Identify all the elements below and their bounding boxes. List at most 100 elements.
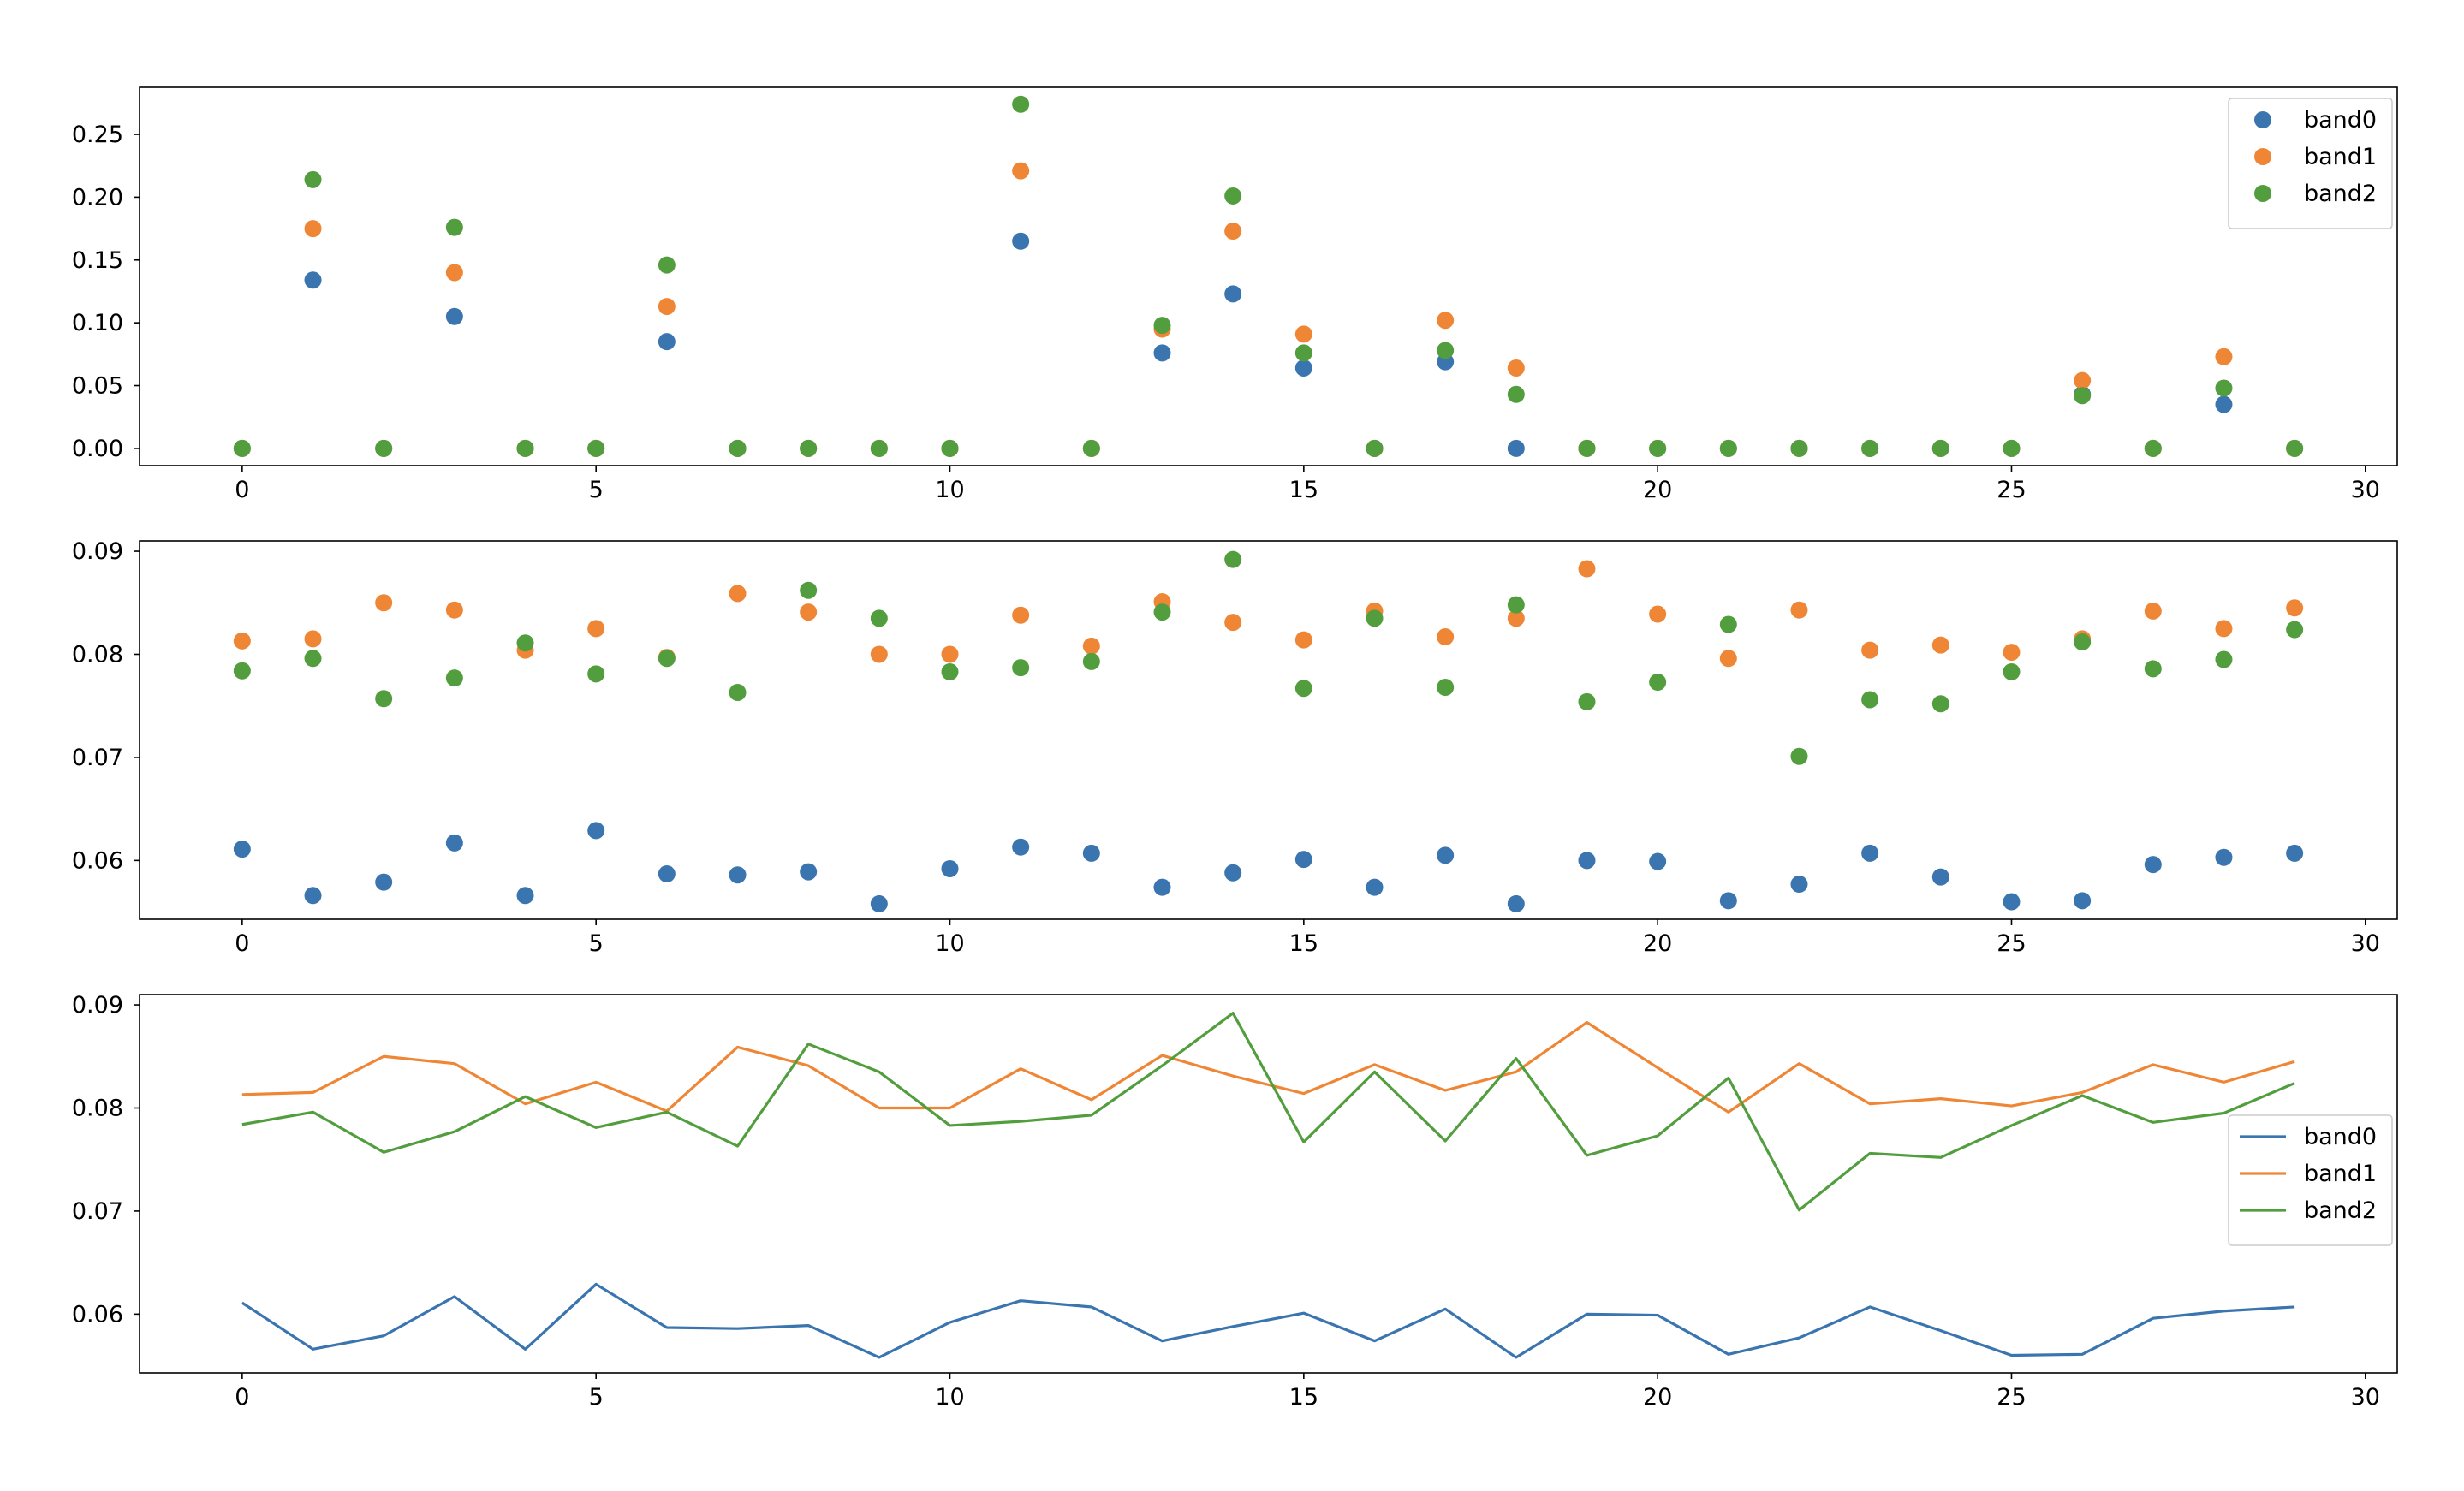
axes-frame [139, 540, 2398, 920]
data-point-band0-6 [658, 333, 676, 351]
data-point-band2-26 [2074, 633, 2092, 651]
data-point-band2-29 [2286, 621, 2304, 639]
data-point-band2-11 [1012, 95, 1030, 113]
data-point-band2-6 [658, 650, 676, 668]
data-point-band2-7 [729, 439, 747, 457]
data-point-band2-15 [1294, 344, 1312, 362]
x-tick-label: 30 [2351, 477, 2380, 503]
data-point-band2-18 [1507, 385, 1525, 403]
x-tick-label: 25 [1997, 930, 2026, 957]
data-point-band1-18 [1507, 359, 1525, 377]
data-point-band1-2 [375, 594, 393, 612]
data-point-band1-15 [1294, 325, 1312, 343]
data-point-band1-24 [1931, 636, 1949, 654]
axes-frame [139, 994, 2398, 1374]
scatter-panel-top: 0 5 10 15 20 25 30 0.00 0.05 0.10 0.15 0.20 0.25 band… [72, 86, 2398, 503]
data-point-band2-25 [2003, 662, 2021, 680]
data-point-band2-3 [445, 669, 463, 687]
x-tick-label: 25 [1997, 1384, 2026, 1411]
data-point-band1-6 [658, 298, 676, 316]
data-point-band0-27 [2144, 856, 2162, 874]
data-point-band1-11 [1012, 606, 1030, 624]
data-point-band1-10 [941, 645, 959, 663]
data-point-band2-27 [2144, 439, 2162, 457]
x-tick-label: 25 [1997, 477, 2026, 503]
legend: band0 band1 band2 [2228, 98, 2393, 229]
x-tick-label: 20 [1643, 477, 1672, 503]
legend-label-band0: band0 [2304, 107, 2377, 134]
data-point-band2-12 [1082, 439, 1100, 457]
legend-frame [2228, 1114, 2393, 1246]
x-tick-label: 0 [235, 930, 249, 957]
data-point-band1-0 [233, 632, 251, 650]
data-point-band0-29 [2286, 844, 2304, 862]
data-point-band2-5 [587, 439, 605, 457]
y-tick-label: 0.06 [72, 847, 123, 874]
data-point-band1-14 [1224, 223, 1242, 241]
data-point-band2-15 [1294, 680, 1312, 698]
data-point-band0-10 [941, 859, 959, 877]
y-tick-label: 0.08 [72, 1095, 123, 1121]
legend-label-band1: band1 [2304, 1161, 2377, 1187]
legend-label-band0: band0 [2304, 1124, 2377, 1150]
data-point-band2-19 [1578, 692, 1596, 710]
data-point-band0-6 [658, 865, 676, 883]
data-point-band2-21 [1719, 615, 1737, 633]
data-point-band2-2 [375, 439, 393, 457]
data-point-band0-20 [1649, 852, 1667, 870]
data-point-band0-16 [1366, 878, 1384, 896]
data-point-band0-21 [1719, 892, 1737, 910]
data-point-band1-1 [304, 220, 322, 238]
data-point-band2-1 [304, 170, 322, 188]
data-point-band2-17 [1437, 342, 1455, 359]
data-point-band0-28 [2215, 395, 2233, 413]
data-point-band1-12 [1082, 637, 1100, 655]
data-point-band2-16 [1366, 439, 1384, 457]
data-point-band2-2 [375, 690, 393, 708]
x-tick-label: 0 [235, 1384, 249, 1411]
y-tick-label: 0.10 [72, 310, 123, 336]
data-point-band2-24 [1931, 439, 1949, 457]
data-point-band0-3 [445, 834, 463, 852]
x-tick-label: 30 [2351, 1384, 2380, 1411]
y-tick-label: 0.07 [72, 745, 123, 771]
data-point-band2-23 [1861, 691, 1879, 709]
data-point-band2-5 [587, 665, 605, 683]
data-point-band2-28 [2215, 379, 2233, 397]
data-point-band2-19 [1578, 439, 1596, 457]
data-point-band2-29 [2286, 439, 2304, 457]
data-point-band1-17 [1437, 628, 1455, 646]
data-point-band1-17 [1437, 312, 1455, 330]
data-point-band1-27 [2144, 602, 2162, 620]
data-point-band2-26 [2074, 387, 2092, 405]
data-point-band0-19 [1578, 852, 1596, 870]
legend-label-band2: band2 [2304, 181, 2377, 207]
y-tick-label: 0.06 [72, 1301, 123, 1328]
x-tick-label: 15 [1289, 477, 1318, 503]
data-point-band0-5 [587, 822, 605, 840]
data-point-band0-15 [1294, 359, 1312, 377]
data-point-band1-1 [304, 630, 322, 648]
series-line-band0 [241, 1282, 2295, 1359]
data-point-band1-18 [1507, 609, 1525, 627]
x-tick-label: 15 [1289, 930, 1318, 957]
data-point-band0-14 [1224, 864, 1242, 882]
data-point-band0-28 [2215, 848, 2233, 866]
data-point-band2-8 [800, 439, 818, 457]
data-point-band2-18 [1507, 596, 1525, 614]
data-point-band0-14 [1224, 285, 1242, 303]
data-point-band2-4 [516, 634, 534, 652]
y-tick-label: 0.25 [72, 122, 123, 148]
data-point-band2-14 [1224, 550, 1242, 568]
data-point-band2-17 [1437, 679, 1455, 697]
data-point-band1-26 [2074, 371, 2092, 389]
data-point-band2-12 [1082, 652, 1100, 670]
data-point-band0-7 [729, 866, 747, 884]
data-point-band0-12 [1082, 844, 1100, 862]
data-point-band0-17 [1437, 846, 1455, 864]
y-tick-label: 0.09 [72, 992, 123, 1019]
data-point-band2-0 [233, 439, 251, 457]
data-point-band2-3 [445, 218, 463, 236]
x-tick-label: 10 [935, 930, 964, 957]
